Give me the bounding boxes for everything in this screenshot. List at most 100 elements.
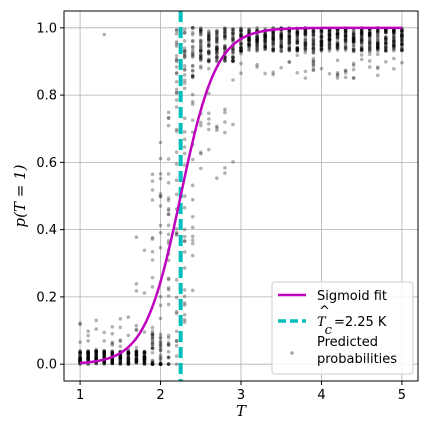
- scatter-point: [247, 44, 251, 49]
- scatter-point: [118, 356, 123, 361]
- scatter-point: [207, 42, 211, 47]
- scatter-point: [311, 46, 316, 51]
- scatter-point: [215, 59, 219, 64]
- scatter-point: [190, 241, 195, 246]
- scatter-point: [182, 53, 187, 57]
- scatter-point: [392, 45, 396, 50]
- scatter-point: [295, 35, 300, 39]
- scatter-point: [182, 288, 187, 292]
- scatter-point: [215, 46, 219, 50]
- scatter-point: [311, 59, 316, 63]
- scatter-point: [142, 362, 147, 366]
- scatter-point: [166, 356, 171, 360]
- scatter-point: [150, 342, 155, 347]
- scatter-point: [287, 36, 292, 41]
- scatter-point: [311, 61, 316, 66]
- scatter-point: [255, 34, 259, 39]
- scatter-point: [351, 36, 356, 40]
- scatter-point: [174, 354, 179, 358]
- scatter-point: [86, 356, 90, 361]
- scatter-point: [392, 56, 396, 61]
- scatter-point: [223, 47, 227, 52]
- scatter-point: [335, 43, 340, 47]
- scatter-point: [231, 56, 235, 60]
- scatter-point: [142, 352, 147, 356]
- scatter-point: [359, 28, 364, 33]
- scatter-point: [134, 361, 139, 365]
- scatter-point: [367, 31, 372, 36]
- scatter-point: [400, 29, 404, 34]
- scatter-point: [311, 50, 316, 55]
- scatter-point: [375, 48, 380, 52]
- scatter-point: [182, 194, 187, 198]
- scatter-point: [271, 32, 275, 37]
- scatter-point: [279, 33, 284, 37]
- scatter-point: [319, 33, 324, 38]
- scatter-point: [223, 31, 227, 36]
- scatter-point: [247, 36, 251, 41]
- scatter-point: [166, 277, 171, 282]
- scatter-point: [182, 78, 187, 83]
- scatter-point: [110, 358, 115, 363]
- scatter-point: [166, 285, 171, 290]
- scatter-point: [263, 41, 267, 46]
- scatter-point: [343, 28, 348, 33]
- scatter-point: [351, 63, 356, 68]
- scatter-point: [198, 41, 203, 45]
- scatter-point: [367, 59, 372, 63]
- scatter-point: [166, 116, 171, 120]
- scatter-point: [375, 46, 380, 51]
- scatter-point: [207, 122, 211, 126]
- scatter-point: [207, 49, 211, 53]
- scatter-point: [198, 26, 203, 30]
- scatter-point: [118, 356, 123, 360]
- scatter-point: [319, 43, 324, 48]
- scatter-point: [134, 358, 139, 362]
- scatter-point: [126, 333, 131, 338]
- scatter-point: [190, 30, 195, 35]
- scatter-point: [287, 29, 292, 33]
- scatter-point: [182, 49, 187, 54]
- scatter-point: [126, 356, 131, 361]
- scatter-point: [335, 34, 340, 38]
- scatter-point: [231, 78, 235, 82]
- scatter-point: [174, 71, 179, 76]
- scatter-point: [384, 31, 388, 35]
- scatter-point: [215, 30, 219, 35]
- scatter-point: [142, 357, 147, 362]
- scatter-point: [150, 340, 155, 345]
- scatter-point: [247, 38, 251, 43]
- scatter-point: [215, 51, 219, 55]
- scatter-point: [343, 48, 348, 53]
- scatter-point: [359, 38, 364, 42]
- scatter-point: [375, 28, 380, 33]
- scatter-point: [327, 36, 332, 41]
- scatter-point: [134, 358, 139, 363]
- scatter-point: [311, 49, 316, 54]
- scatter-point: [126, 360, 131, 365]
- scatter-point: [174, 129, 179, 134]
- scatter-point: [150, 361, 155, 366]
- scatter-point: [231, 59, 235, 64]
- scatter-point: [78, 357, 82, 362]
- scatter-point: [327, 49, 332, 53]
- scatter-point: [102, 360, 107, 365]
- scatter-point: [126, 350, 131, 354]
- scatter-point: [223, 26, 227, 30]
- scatter-point: [359, 33, 364, 37]
- scatter-point: [367, 32, 372, 37]
- scatter-point: [255, 35, 259, 39]
- scatter-point: [255, 39, 259, 44]
- scatter-point: [400, 39, 404, 44]
- scatter-point: [375, 46, 380, 51]
- scatter-point: [303, 30, 308, 35]
- scatter-point: [400, 30, 404, 34]
- scatter-point: [86, 358, 90, 362]
- scatter-point: [263, 38, 267, 43]
- scatter-point: [86, 353, 90, 357]
- scatter-point: [263, 46, 267, 51]
- scatter-point: [118, 356, 123, 360]
- scatter-point: [190, 215, 195, 219]
- scatter-point: [384, 35, 388, 39]
- scatter-point: [223, 171, 227, 175]
